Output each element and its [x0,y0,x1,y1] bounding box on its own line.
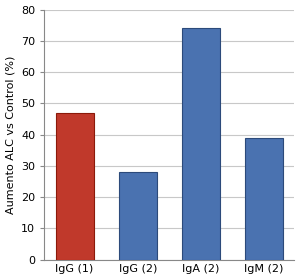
Y-axis label: Aumento ALC vs Control (%): Aumento ALC vs Control (%) [6,55,16,214]
Bar [182,28,220,260]
Bar [245,138,283,260]
Bar [119,172,157,260]
Bar [56,113,94,260]
